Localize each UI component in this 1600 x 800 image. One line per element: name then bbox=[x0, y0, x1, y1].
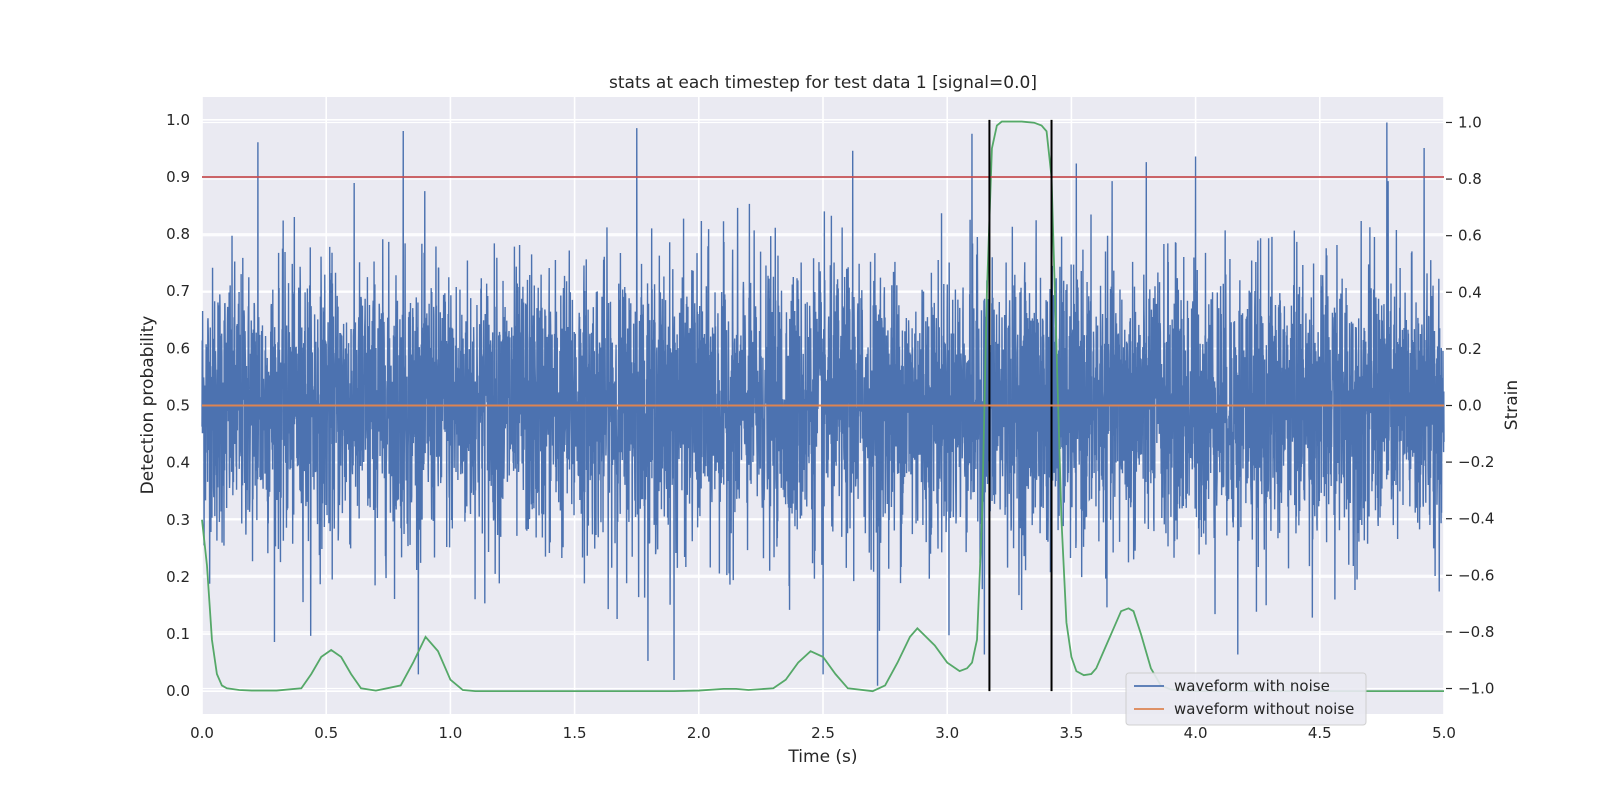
legend: waveform with noise waveform without noi… bbox=[1125, 672, 1367, 726]
y-tick-label-left: 0.3 bbox=[166, 511, 190, 529]
x-axis-label: Time (s) bbox=[787, 747, 857, 767]
y-tick-label-left: 0.5 bbox=[166, 397, 190, 415]
x-tick-label: 1.0 bbox=[438, 724, 462, 742]
y-tick-label-left: 0.1 bbox=[166, 625, 190, 643]
y-tick-label-left: 0.9 bbox=[166, 168, 190, 186]
y-tick-label-right: 0.2 bbox=[1458, 340, 1482, 358]
legend-box bbox=[1125, 672, 1367, 726]
legend-label-waveform-with-noise: waveform with noise bbox=[1174, 677, 1330, 695]
y-tick-label-right: 0.0 bbox=[1458, 397, 1482, 415]
series-waveform-with-noise bbox=[201, 122, 1445, 686]
y-tick-label-right: −0.6 bbox=[1458, 566, 1494, 584]
y-tick-label-left: 0.4 bbox=[166, 454, 190, 472]
chart-title: stats at each timestep for test data 1 [… bbox=[609, 73, 1037, 93]
legend-label-waveform-without-noise: waveform without noise bbox=[1174, 700, 1354, 718]
ticks: 0.0 0.5 1.0 1.5 2.0 2.5 3.0 3.5 4.0 4.5 5.0 0.0 0.1 0… bbox=[166, 111, 1494, 742]
x-tick-label: 4.5 bbox=[1308, 724, 1332, 742]
x-tick-label: 3.0 bbox=[935, 724, 959, 742]
series-detection-probability bbox=[201, 120, 1444, 693]
x-tick-label: 2.0 bbox=[687, 724, 711, 742]
y-tick-label-left: 0.7 bbox=[166, 282, 190, 300]
series-layer bbox=[201, 119, 1445, 693]
y-tick-label-right: −1.0 bbox=[1458, 680, 1494, 698]
y-tick-label-right: −0.4 bbox=[1458, 510, 1494, 528]
y-tick-label-left: 0.0 bbox=[166, 682, 190, 700]
y-tick-label-left: 0.8 bbox=[166, 225, 190, 243]
x-tick-label: 1.5 bbox=[563, 724, 587, 742]
x-tick-label: 4.0 bbox=[1184, 724, 1208, 742]
y-tick-label-left: 0.6 bbox=[166, 339, 190, 357]
y-tick-label-right: 0.8 bbox=[1458, 170, 1482, 188]
y-tick-label-right: 0.4 bbox=[1458, 283, 1482, 301]
x-tick-label: 3.5 bbox=[1059, 724, 1083, 742]
y-tick-label-right: −0.2 bbox=[1458, 453, 1494, 471]
y-axis-label-right: Strain bbox=[1502, 380, 1522, 430]
x-tick-label: 0.0 bbox=[190, 724, 214, 742]
x-tick-label: 0.5 bbox=[314, 724, 338, 742]
y-axis-label-left: Detection probability bbox=[138, 316, 158, 495]
y-tick-label-left: 1.0 bbox=[166, 111, 190, 129]
y-tick-label-right: 0.6 bbox=[1458, 227, 1482, 245]
x-tick-label: 2.5 bbox=[811, 724, 835, 742]
y-tick-label-right: 1.0 bbox=[1458, 113, 1482, 131]
x-tick-label: 5.0 bbox=[1432, 724, 1456, 742]
y-tick-label-left: 0.2 bbox=[166, 568, 190, 586]
y-tick-label-right: −0.8 bbox=[1458, 623, 1494, 641]
